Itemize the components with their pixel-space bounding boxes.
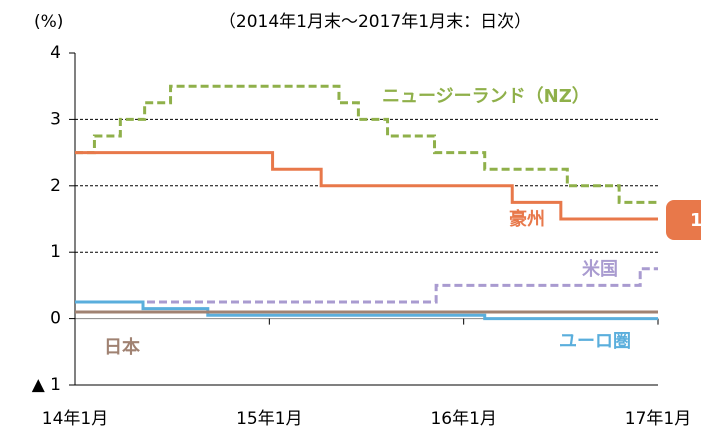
x-tick-label: 14年1月 <box>42 409 108 429</box>
y-tick-label: 3 <box>50 109 61 129</box>
y-axis-label: (%) <box>34 12 63 32</box>
x-tick-label: 15年1月 <box>236 409 302 429</box>
series-line <box>75 267 658 304</box>
series-label: ユーロ圏 <box>559 331 631 352</box>
badge <box>666 200 701 240</box>
series-label: 米国 <box>582 258 618 280</box>
x-tick-label: 17年1月 <box>625 409 691 429</box>
series-line <box>75 300 658 321</box>
y-tick-label: 1 <box>50 242 61 262</box>
series-line <box>75 84 658 204</box>
series-label: 日本 <box>104 336 140 358</box>
series-label: 豪州 <box>509 208 545 230</box>
badge-text: 1 <box>690 210 701 231</box>
y-tick-label: ▲ 1 <box>32 375 61 395</box>
subtitle: （2014年1月末～2017年1月末：日次） <box>219 12 531 32</box>
y-tick-label: 4 <box>50 43 61 63</box>
x-tick-label: 16年1月 <box>430 409 496 429</box>
y-tick-label: 0 <box>50 309 61 329</box>
series-line <box>75 151 658 221</box>
y-tick-label: 2 <box>50 176 61 196</box>
series-label: ニュージーランド（NZ） <box>382 86 590 107</box>
